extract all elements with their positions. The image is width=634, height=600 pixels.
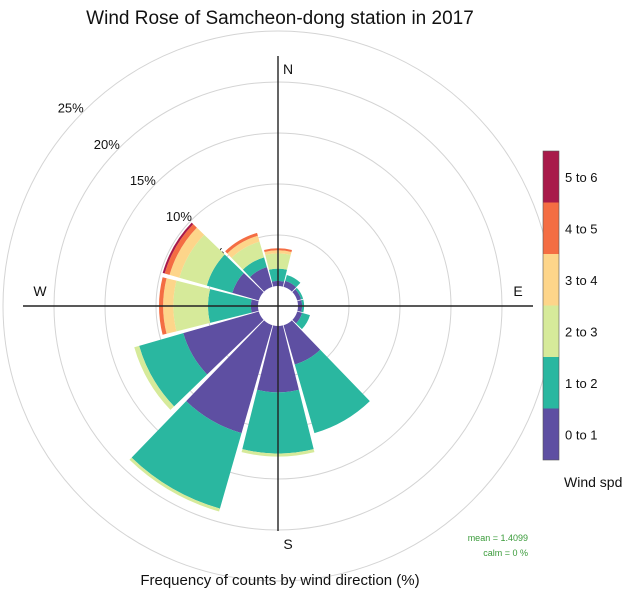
sector-segment [241, 449, 315, 457]
legend-swatch [543, 202, 559, 254]
mean-readout: mean = 1.4099 [468, 533, 528, 543]
sector-segment [231, 241, 265, 270]
sector-segment [242, 257, 267, 277]
legend-label: 0 to 1 [565, 427, 598, 442]
legend-swatch [543, 305, 559, 357]
sector-segment [249, 267, 273, 292]
legend-border [542, 150, 560, 461]
sector-segment [232, 272, 264, 301]
legend-title: Wind spd [564, 474, 623, 490]
legend-label: 5 to 6 [565, 170, 598, 185]
sector-segment [296, 312, 310, 330]
sector-segment [206, 254, 244, 293]
sector-segment [169, 227, 205, 278]
chart-title: Wind Rose of Samcheon-dong station in 20… [86, 8, 474, 29]
direction-label-e: E [513, 283, 522, 299]
radial-tick-label: 20% [94, 137, 120, 152]
x-axis-label: Frequency of counts by wind direction (%… [140, 572, 420, 589]
sector-segment [227, 235, 260, 258]
direction-label-n: N [283, 61, 293, 77]
sector-segment [129, 457, 220, 512]
sector-segment [162, 222, 194, 274]
sector-segment [283, 320, 321, 365]
sector-segment [285, 275, 301, 288]
legend-label: 4 to 5 [565, 221, 598, 236]
legend-swatch [543, 357, 559, 409]
legend-label: 3 to 4 [565, 273, 598, 288]
direction-label-s: S [283, 536, 292, 552]
radial-tick-label: 15% [130, 173, 156, 188]
sector-segment [139, 333, 208, 407]
sector-segment [164, 224, 197, 275]
sector-segment [134, 345, 175, 410]
sector-segment [295, 287, 304, 300]
legend-label: 1 to 2 [565, 376, 598, 391]
sector-segment [186, 320, 273, 434]
speed-legend: 5 to 6 4 to 5 3 to 4 2 to 3 1 to 2 0 to 1 [542, 150, 598, 461]
wind-sectors [129, 222, 370, 512]
sector-segment [225, 232, 258, 254]
radial-tick-label: 25% [58, 101, 84, 116]
direction-label-w: W [33, 283, 47, 299]
compass-axes [23, 56, 533, 531]
sector-segment [294, 349, 370, 434]
legend-swatch [543, 254, 559, 306]
radial-tick-label: 10% [166, 209, 192, 224]
calm-readout: calm = 0 % [483, 548, 528, 558]
sector-segment [292, 289, 302, 301]
sector-segment [283, 280, 297, 292]
legend-swatch [543, 408, 559, 460]
sector-segment [292, 311, 303, 324]
sector-segment [183, 311, 264, 375]
legend-label: 2 to 3 [565, 324, 598, 339]
sector-segment [179, 234, 225, 286]
legend-swatch [543, 151, 559, 203]
sector-segment [131, 401, 242, 509]
